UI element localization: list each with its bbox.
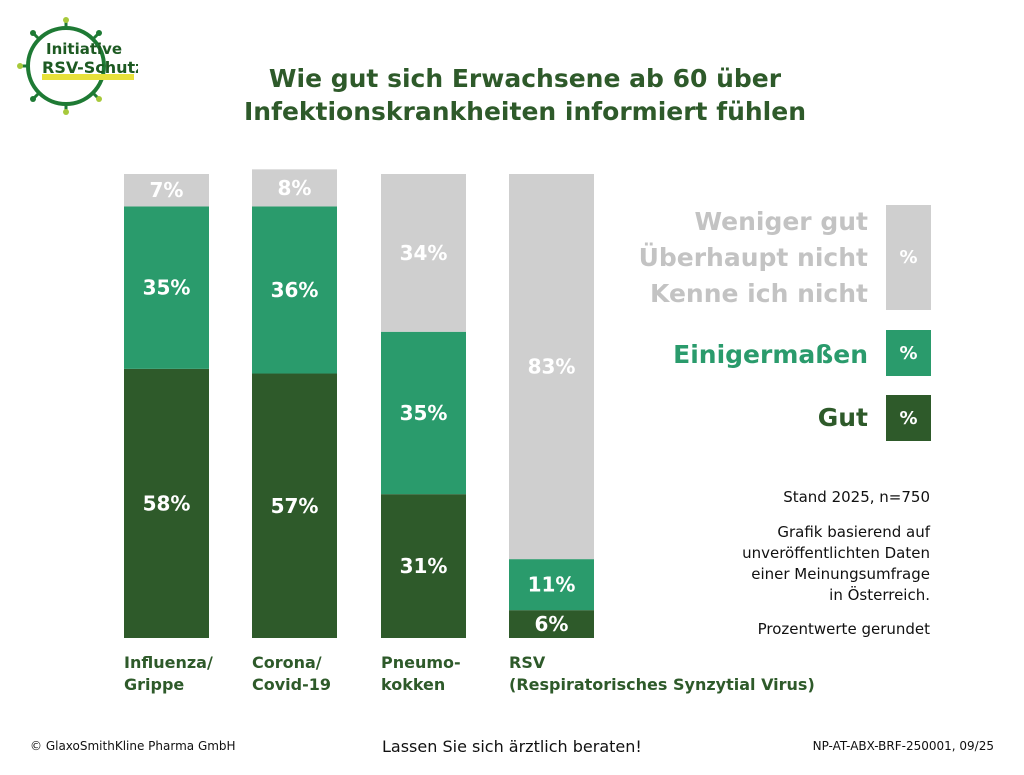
legend-label-weniger-line1: Weniger gut	[694, 207, 868, 236]
data-label-1-1: 36%	[271, 278, 319, 302]
data-label-0-0: 58%	[143, 491, 191, 515]
legend-swatch-gut: %	[886, 395, 931, 441]
category-label-pneumokokken: Pneumo- kokken	[381, 653, 461, 694]
data-label-2-0: 31%	[400, 554, 448, 578]
legend-label-einigermassen: Einigermaßen	[673, 340, 868, 369]
note-stand: Stand 2025, n=750	[783, 488, 930, 506]
footer-code: NP-AT-ABX-BRF-250001, 09/25	[812, 739, 994, 753]
note-basis-line1: Grafik basierend auf	[777, 523, 930, 541]
data-label-0-1: 35%	[143, 276, 191, 300]
initiative-rsv-schutz-logo: Initiative RSV-Schutz	[17, 17, 138, 115]
bar-segment-3-0	[509, 610, 594, 638]
data-label-1-0: 57%	[271, 494, 319, 518]
category-label-influenza: Influenza/ Grippe	[124, 653, 213, 694]
chart-title-line2: Infektionskrankheiten informiert fühlen	[243, 97, 806, 126]
bar-segment-1-0	[252, 373, 337, 638]
legend-label-weniger-line2: Überhaupt nicht	[638, 243, 868, 272]
legend-swatch-einigermassen: %	[886, 330, 931, 376]
data-label-3-1: 11%	[528, 573, 576, 597]
data-label-0-2: 7%	[150, 178, 184, 202]
bar-segment-3-2	[509, 174, 594, 560]
bar-segment-1-1	[252, 206, 337, 374]
bar-segment-0-2	[124, 174, 209, 207]
bar-segment-1-2	[252, 169, 337, 207]
data-label-2-1: 35%	[400, 401, 448, 425]
bar-segment-0-0	[124, 368, 209, 638]
note-rounded: Prozentwerte gerundet	[757, 620, 930, 638]
data-label-1-2: 8%	[278, 176, 312, 200]
virus-spikes-icon	[17, 17, 102, 115]
data-label-2-2: 34%	[400, 241, 448, 265]
note-basis: Grafik basierend auf unveröffentlichten …	[742, 522, 930, 606]
category-label-corona: Corona/ Covid-19	[252, 653, 332, 694]
logo-line2: RSV-Schutz	[42, 58, 138, 77]
bar-segment-3-1	[509, 559, 594, 611]
bar-segment-2-0	[381, 494, 466, 638]
footer-advice: Lassen Sie sich ärztlich beraten!	[382, 737, 642, 756]
note-basis-line4: in Österreich.	[829, 586, 930, 604]
data-label-3-2: 83%	[528, 355, 576, 379]
category-label-rsv: RSV (Respiratorisches Synzytial Virus)	[509, 653, 815, 694]
stacked-bar-chart: 58% 35% 7% 57% 36% 8% 31% 35% 34% 6% 11% 83%	[124, 169, 594, 638]
chart-title: Wie gut sich Erwachsene ab 60 über Infek…	[230, 62, 820, 128]
logo-underline	[42, 74, 134, 80]
logo-line1: Initiative	[46, 40, 122, 58]
legend-swatch-weniger: %	[886, 205, 931, 310]
data-label-3-0: 6%	[535, 612, 569, 636]
bar-segment-0-1	[124, 206, 209, 369]
bar-segment-2-2	[381, 174, 466, 332]
chart-title-line1: Wie gut sich Erwachsene ab 60 über	[268, 64, 782, 93]
legend-label-gut: Gut	[817, 403, 868, 432]
note-basis-line3: einer Meinungsumfrage	[751, 565, 930, 583]
legend-label-weniger: Weniger gut Überhaupt nicht Kenne ich ni…	[639, 204, 868, 312]
legend-label-weniger-line3: Kenne ich nicht	[650, 279, 868, 308]
bar-segment-2-1	[381, 331, 466, 495]
note-basis-line2: unveröffentlichten Daten	[742, 544, 930, 562]
footer-copyright: © GlaxoSmithKline Pharma GmbH	[30, 739, 236, 753]
